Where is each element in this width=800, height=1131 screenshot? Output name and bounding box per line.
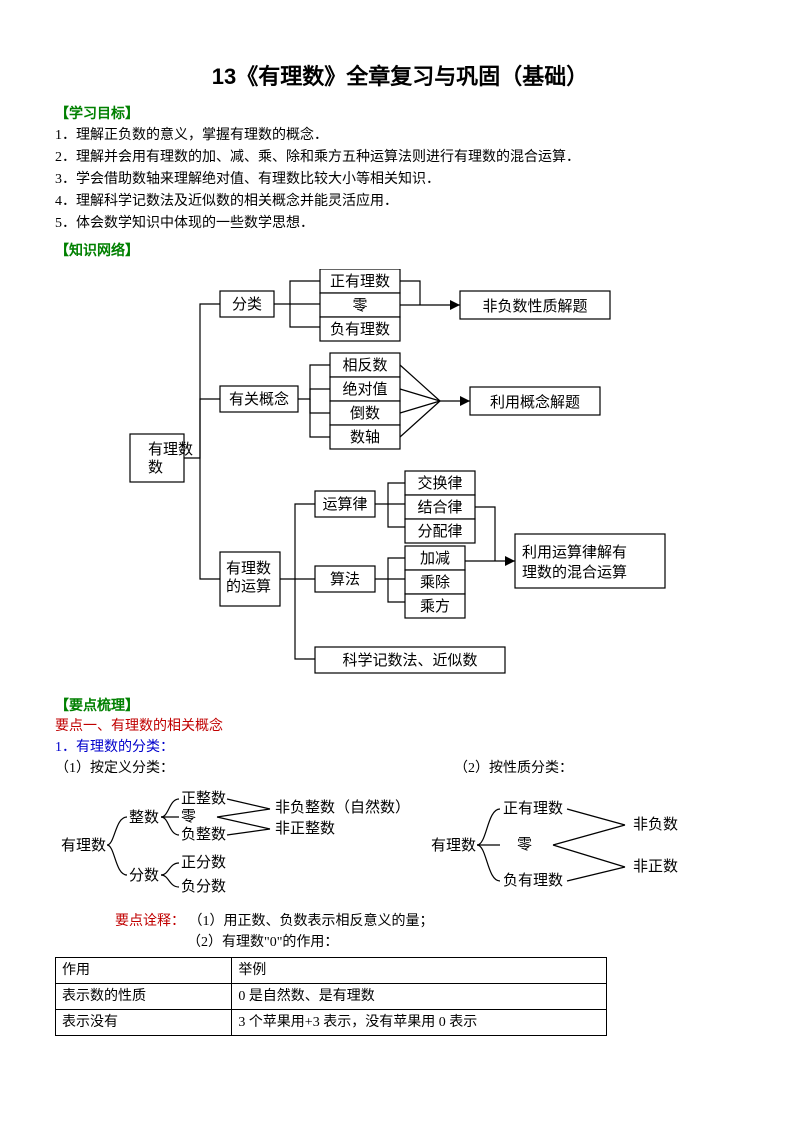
svg-text:正分数: 正分数 xyxy=(181,854,226,871)
svg-text:加减: 加减 xyxy=(420,550,450,567)
svg-text:负有理数: 负有理数 xyxy=(503,872,563,889)
th-example: 举例 xyxy=(232,958,607,984)
svg-text:零: 零 xyxy=(181,809,196,825)
zero-table: 作用 举例 表示数的性质 0 是自然数、是有理数 表示没有 3 个苹果用+3 表… xyxy=(55,957,607,1036)
keypoint-1-sub: 1．有理数的分类： xyxy=(55,737,745,758)
svg-text:零: 零 xyxy=(517,837,532,853)
svg-text:绝对值: 绝对值 xyxy=(342,381,387,398)
keypoint-1-title: 要点一、有理数的相关概念 xyxy=(55,716,745,737)
svg-text:分数: 分数 xyxy=(129,867,159,884)
svg-text:相反数: 相反数 xyxy=(342,357,387,374)
svg-text:运算律: 运算律 xyxy=(322,495,367,513)
svg-text:利用运算律解有: 利用运算律解有 xyxy=(522,543,627,561)
svg-text:零: 零 xyxy=(352,298,367,314)
cell: 表示没有 xyxy=(56,1010,232,1036)
svg-text:非正整数: 非正整数 xyxy=(275,820,335,837)
objective-item: 5．体会数学知识中体现的一些数学思想． xyxy=(55,213,745,234)
node-root: 有理数 xyxy=(148,441,193,458)
network-head: 【知识网络】 xyxy=(55,240,745,261)
svg-text:有理数: 有理数 xyxy=(226,560,271,577)
cell: 表示数的性质 xyxy=(56,984,232,1010)
svg-text:数: 数 xyxy=(148,459,163,476)
objective-item: 3．学会借助数轴来理解绝对值、有理数比较大小等相关知识． xyxy=(55,169,745,190)
th-effect: 作用 xyxy=(56,958,232,984)
note-2: （2）有理数"0"的作用： xyxy=(187,932,745,953)
svg-text:正有理数: 正有理数 xyxy=(330,273,390,290)
label-by-definition: （1）按定义分类： xyxy=(55,758,174,779)
svg-text:的运算: 的运算 xyxy=(226,577,271,595)
objective-item: 2．理解并会用有理数的加、减、乘、除和乘方五种运算法则进行有理数的混合运算． xyxy=(55,147,745,168)
svg-text:非负数: 非负数 xyxy=(633,816,678,833)
svg-text:倒数: 倒数 xyxy=(350,405,380,422)
svg-text:负分数: 负分数 xyxy=(181,878,226,895)
keypoints-head: 【要点梳理】 xyxy=(55,695,745,716)
note-1: （1）用正数、负数表示相反意义的量； xyxy=(189,914,434,929)
svg-text:乘除: 乘除 xyxy=(420,574,450,591)
notes-head: 要点诠释： xyxy=(115,914,185,929)
svg-text:非负数性质解题: 非负数性质解题 xyxy=(482,298,587,315)
svg-text:负整数: 负整数 xyxy=(181,826,226,843)
svg-text:非正数: 非正数 xyxy=(633,858,678,875)
page-title: 13《有理数》全章复习与巩固（基础） xyxy=(55,60,745,93)
objectives-head: 【学习目标】 xyxy=(55,103,745,124)
svg-text:利用概念解题: 利用概念解题 xyxy=(490,393,580,411)
svg-text:结合律: 结合律 xyxy=(417,499,462,516)
svg-text:乘方: 乘方 xyxy=(420,598,450,615)
svg-text:整数: 整数 xyxy=(129,809,159,826)
tree-by-property: 有理数 正有理数 零 负有理数 非负数 非正数 xyxy=(425,785,725,905)
svg-text:分配律: 分配律 xyxy=(417,523,462,540)
label-by-property: （2）按性质分类： xyxy=(454,758,573,779)
svg-text:有理数: 有理数 xyxy=(61,837,106,854)
svg-text:正有理数: 正有理数 xyxy=(503,800,563,817)
svg-text:有关概念: 有关概念 xyxy=(229,390,289,408)
svg-text:负有理数: 负有理数 xyxy=(330,321,390,338)
svg-text:科学记数法、近似数: 科学记数法、近似数 xyxy=(342,652,477,669)
cell: 3 个苹果用+3 表示，没有苹果用 0 表示 xyxy=(232,1010,607,1036)
svg-text:正整数: 正整数 xyxy=(181,790,226,807)
svg-text:理数的混合运算: 理数的混合运算 xyxy=(522,563,627,581)
svg-text:分类: 分类 xyxy=(232,296,262,313)
svg-text:交换律: 交换律 xyxy=(417,474,462,492)
cell: 0 是自然数、是有理数 xyxy=(232,984,607,1010)
objective-item: 4．理解科学记数法及近似数的相关概念并能灵活应用． xyxy=(55,191,745,212)
svg-text:算法: 算法 xyxy=(330,570,360,588)
concept-map: 有理数 数 分类 正有理数 零 负有理数 非负数性质解题 有关概念 相反数 绝对… xyxy=(55,269,745,689)
svg-text:有理数: 有理数 xyxy=(431,837,476,854)
svg-text:数轴: 数轴 xyxy=(350,429,380,446)
tree-by-definition: 有理数 整数 分数 正整数 零 负整数 正分数 负分数 非负整数（自然数） 非正… xyxy=(55,785,415,905)
objective-item: 1．理解正负数的意义，掌握有理数的概念． xyxy=(55,125,745,146)
svg-text:非负整数（自然数）: 非负整数（自然数） xyxy=(275,799,410,816)
